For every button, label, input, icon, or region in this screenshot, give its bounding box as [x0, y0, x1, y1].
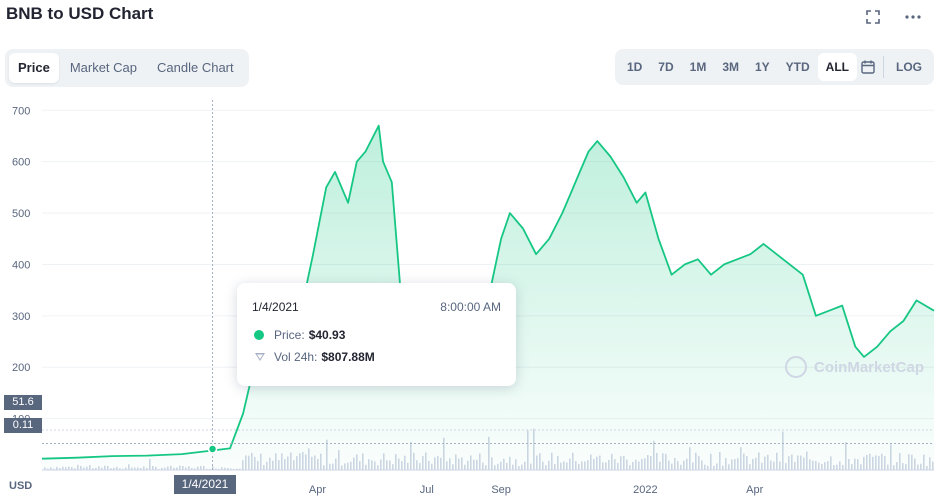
range-7d[interactable]: 7D — [658, 60, 674, 74]
y-tick-label: 500 — [12, 208, 30, 220]
tab-candle-chart[interactable]: Candle Chart — [157, 60, 234, 75]
range-3m[interactable]: 3M — [722, 60, 739, 74]
coinmarketcap-logo-icon — [785, 356, 807, 378]
time-range-selector: 1D 7D 1M 3M 1Y YTD ALL LOG — [614, 49, 934, 85]
tooltip-price-row: Price: $40.93 — [254, 328, 345, 342]
watermark: CoinMarketCap — [785, 356, 924, 378]
range-1y[interactable]: 1Y — [754, 60, 770, 74]
x-tick-label: Apr — [746, 484, 763, 496]
expand-icon[interactable] — [864, 9, 882, 27]
y-tick-label: 400 — [12, 259, 30, 271]
crosshair-date-tag: 1/4/2021 — [174, 475, 236, 494]
price-dot-icon — [254, 330, 264, 340]
range-divider — [883, 56, 884, 78]
range-1d[interactable]: 1D — [626, 60, 643, 74]
y-tick-label: 300 — [12, 311, 30, 323]
tooltip-volume-row: Vol 24h: $807.88M — [254, 350, 375, 364]
chart-type-tabs: Price Market Cap Candle Chart — [5, 49, 249, 87]
price-tooltip: 1/4/2021 8:00:00 AM Price: $40.93 Vol 24… — [237, 283, 516, 386]
x-tick-label: Apr — [309, 484, 326, 496]
log-toggle[interactable]: LOG — [896, 60, 922, 74]
volume-icon — [255, 353, 265, 361]
current-price-tag: 51.6 — [4, 395, 42, 410]
page-title: BNB to USD Chart — [6, 4, 154, 23]
x-tick-label: Jul — [420, 484, 434, 496]
tab-price[interactable]: Price — [9, 53, 59, 83]
currency-label: USD — [9, 480, 33, 492]
range-ytd[interactable]: YTD — [785, 60, 810, 74]
x-tick-label: Sep — [491, 484, 511, 496]
range-1m[interactable]: 1M — [689, 60, 707, 74]
low-price-tag: 0.11 — [4, 418, 42, 433]
calendar-icon[interactable] — [857, 53, 879, 81]
tooltip-price-value: $40.93 — [308, 328, 346, 342]
y-tick-label: 700 — [12, 105, 30, 117]
range-all[interactable]: ALL — [817, 53, 857, 81]
more-icon[interactable] — [904, 9, 922, 27]
y-tick-label: 600 — [12, 157, 30, 169]
y-tick-label: 200 — [12, 362, 30, 374]
crosshair-point — [207, 444, 218, 454]
tooltip-time: 8:00:00 AM — [440, 300, 501, 314]
x-tick-label: 2022 — [633, 484, 657, 496]
tooltip-volume-value: $807.88M — [321, 350, 375, 364]
tab-market-cap[interactable]: Market Cap — [69, 60, 138, 75]
tooltip-date: 1/4/2021 — [252, 300, 299, 314]
